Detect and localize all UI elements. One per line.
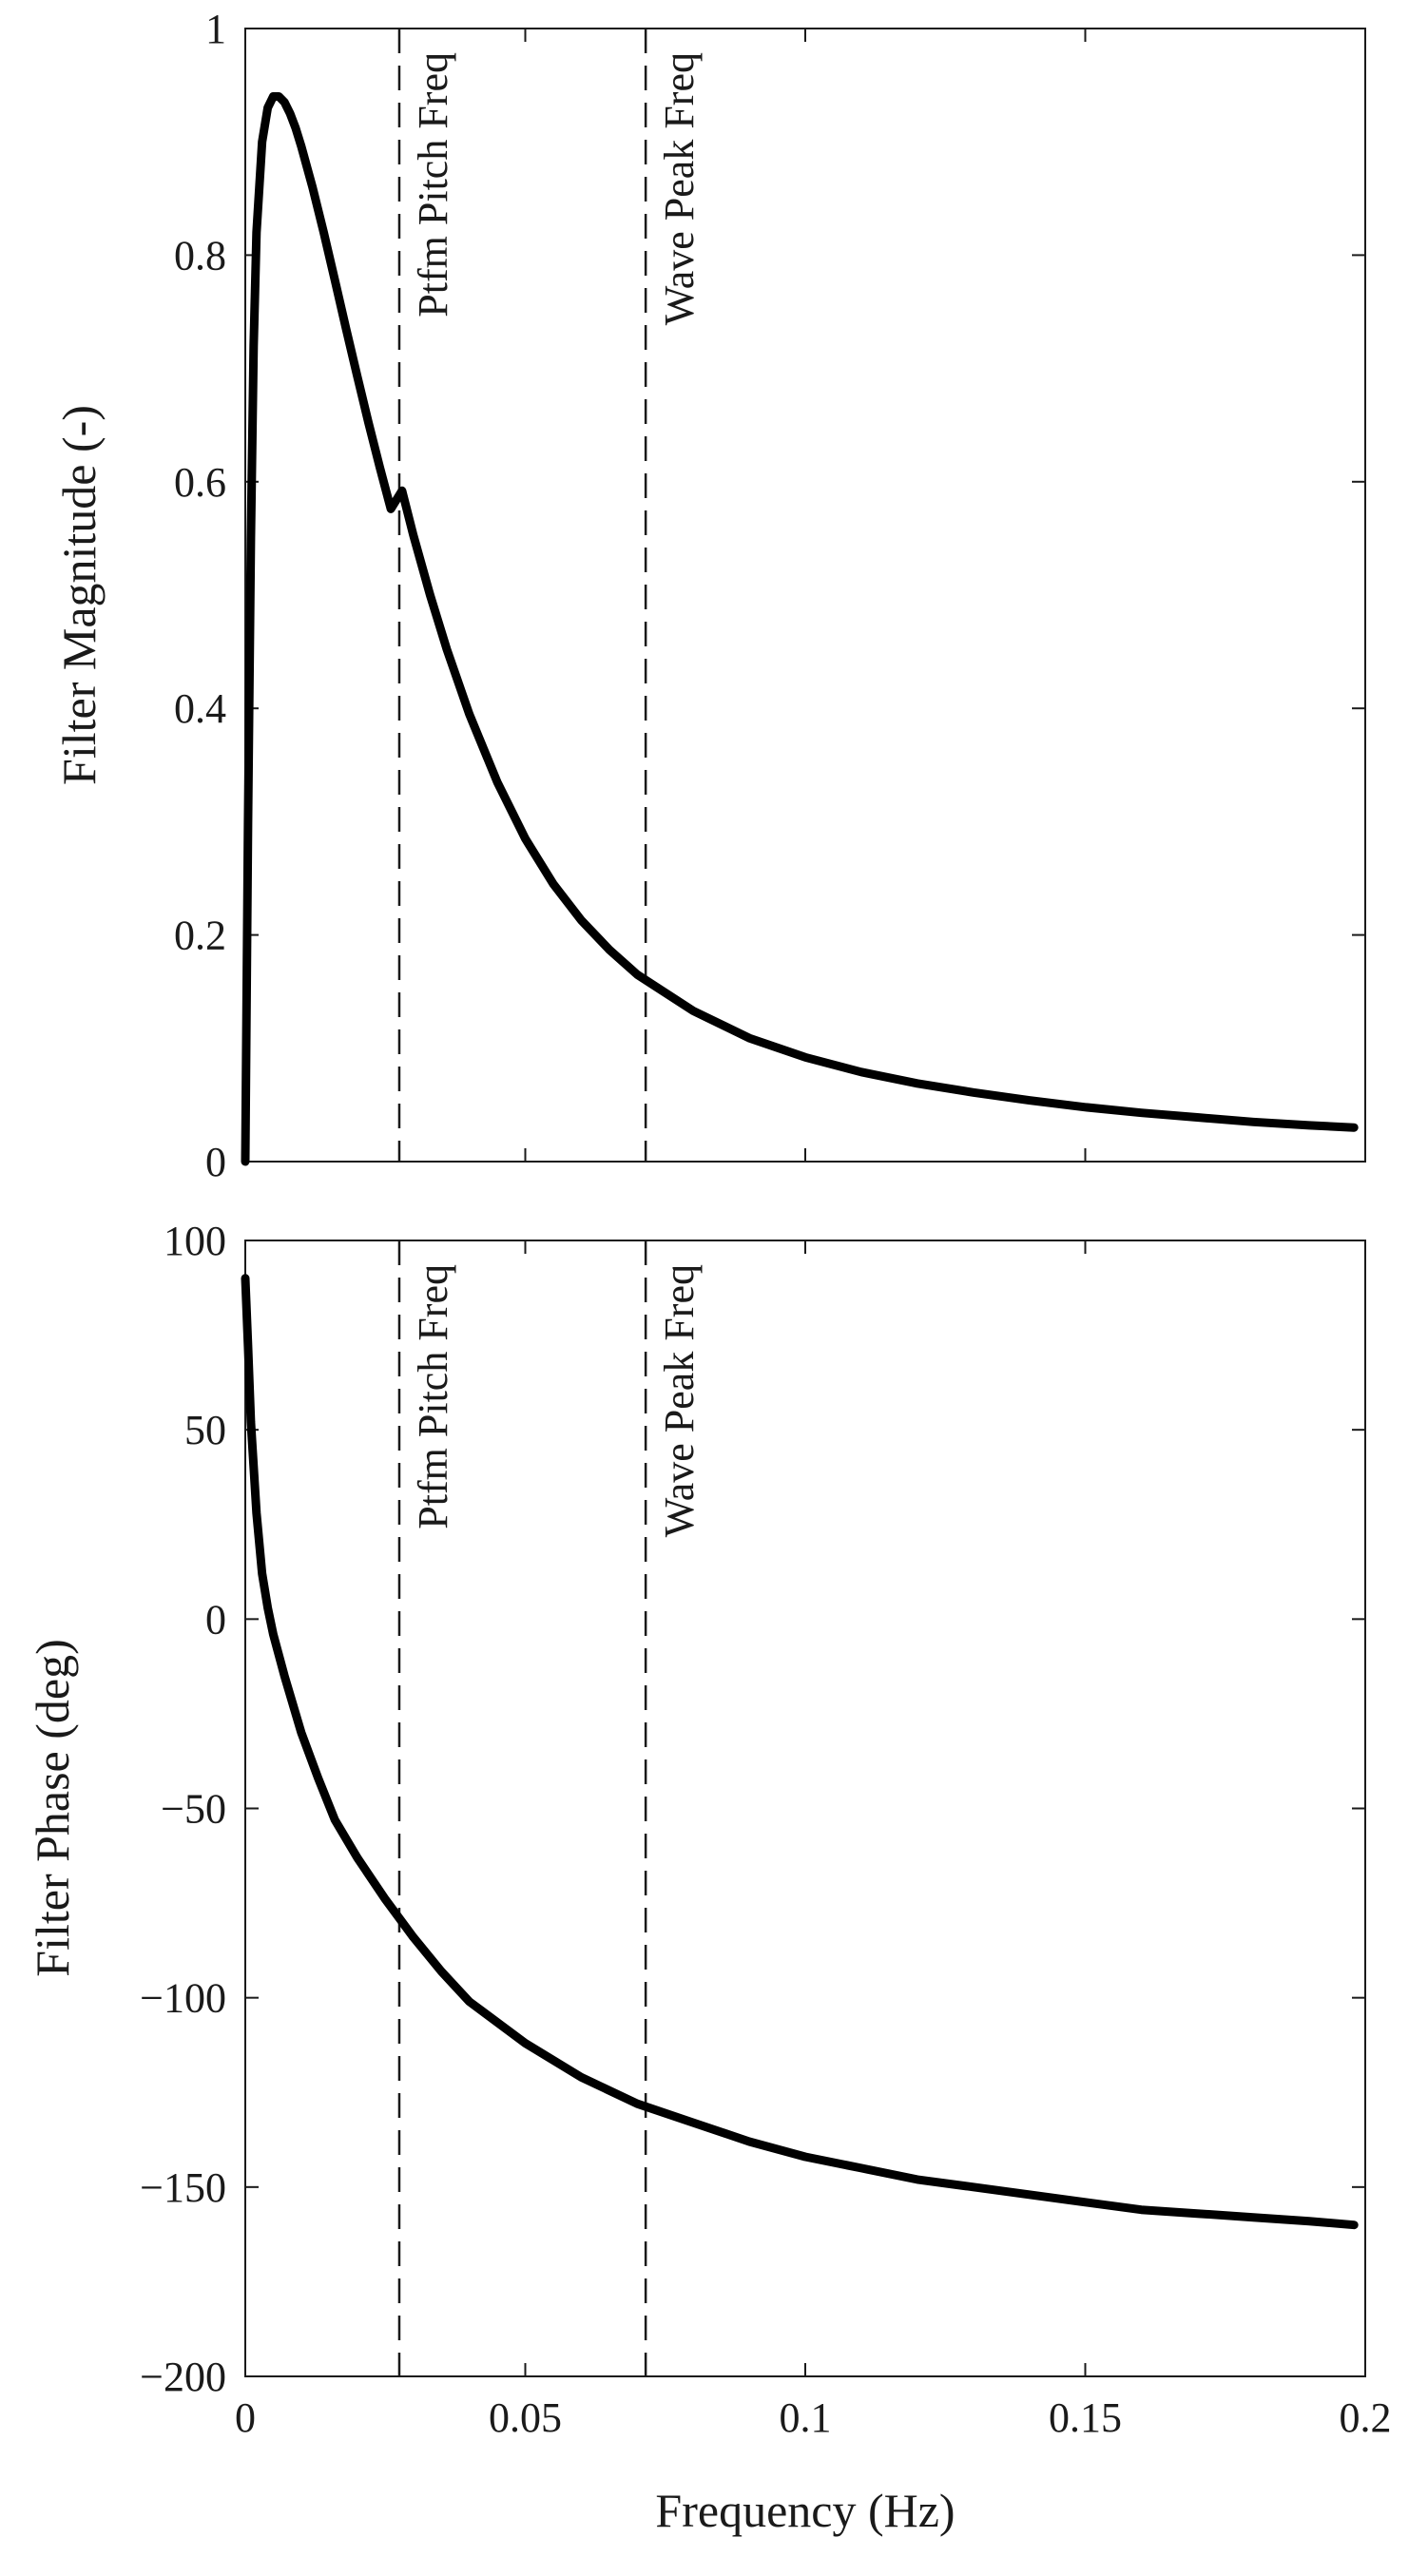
phase-y-tick-label: 50: [184, 1407, 226, 1453]
magnitude-y-tick-label: 0.4: [174, 685, 226, 732]
phase-series-line: [241, 1274, 1359, 2230]
phase-reference-label-1: Wave Peak Freq: [656, 1264, 703, 1537]
phase-x-tick-label: 0.15: [1049, 2394, 1122, 2441]
phase-reference-lines: Ptfm Pitch Freq Wave Peak Freq: [397, 1240, 703, 2376]
phase-x-tick-label: 0.1: [780, 2394, 832, 2441]
phase-y-tick-label: 100: [164, 1218, 226, 1264]
magnitude-y-tick-label: 0: [205, 1139, 226, 1185]
phase-ticks: 0 0.05 0.1 0.15 0.2 −200 −150 −100 −50 0 50 100: [140, 1218, 1391, 2441]
phase-reference-label-0: Ptfm Pitch Freq: [410, 1264, 456, 1529]
magnitude-y-tick-label: 0.8: [174, 232, 226, 279]
phase-x-tick-label: 0: [235, 2394, 256, 2441]
phase-plot: 0 0.05 0.1 0.15 0.2 −200 −150 −100 −50 0 50 100 Ptf…: [26, 1218, 1392, 2537]
phase-y-tick-label: −50: [161, 1786, 226, 1833]
magnitude-series-line: [241, 92, 1359, 1166]
magnitude-series: [241, 92, 1359, 1166]
phase-y-tick-label: 0: [205, 1596, 226, 1643]
phase-x-tick-label: 0.05: [489, 2394, 562, 2441]
phase-series: [241, 1274, 1359, 2230]
phase-y-tick-label: −100: [140, 1975, 226, 2022]
magnitude-y-axis-label: Filter Magnitude (-): [52, 405, 106, 785]
magnitude-reference-lines: Ptfm Pitch Freq Wave Peak Freq: [397, 29, 703, 1162]
phase-y-tick-label: −200: [140, 2354, 226, 2400]
magnitude-plot: 0 0.2 0.4 0.6 0.8 1 Ptfm Pitch Freq Wave Peak …: [52, 6, 1366, 1185]
magnitude-ticks: 0 0.2 0.4 0.6 0.8 1: [174, 6, 1366, 1185]
phase-y-tick-label: −150: [140, 2164, 226, 2211]
magnitude-reference-label-1: Wave Peak Freq: [656, 52, 703, 325]
magnitude-y-tick-label: 0.2: [174, 913, 226, 959]
x-axis-label: Frequency (Hz): [655, 2484, 955, 2537]
magnitude-y-tick-label: 0.6: [174, 459, 226, 506]
magnitude-y-tick-label: 1: [205, 6, 226, 52]
magnitude-reference-label-0: Ptfm Pitch Freq: [410, 52, 456, 317]
phase-y-axis-label: Filter Phase (deg): [26, 1639, 79, 1976]
phase-x-tick-label: 0.2: [1340, 2394, 1392, 2441]
